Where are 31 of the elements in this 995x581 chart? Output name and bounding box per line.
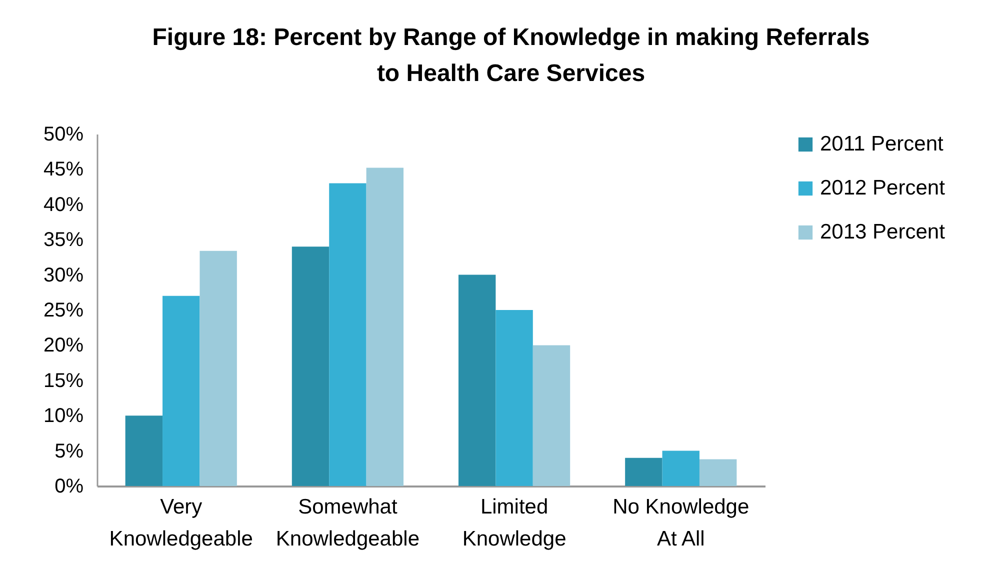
y-tick-label: 50%	[43, 124, 84, 146]
legend-label: 2012 Percent	[820, 176, 946, 200]
y-tick-label: 40%	[43, 194, 84, 216]
legend-label: 2013 Percent	[820, 220, 946, 244]
bar	[625, 458, 662, 486]
y-tick-label: 10%	[43, 405, 84, 428]
bar	[162, 296, 200, 486]
y-tick-label: 30%	[43, 264, 84, 286]
y-tick-label: 0%	[54, 476, 84, 498]
bar	[292, 246, 330, 486]
bar	[532, 345, 570, 486]
bar	[329, 183, 366, 486]
y-tick-label: 45%	[43, 158, 84, 181]
x-tick-label: Somewhat Knowledgeable	[276, 496, 420, 550]
y-tick-label: 15%	[43, 370, 84, 392]
y-tick-label: 25%	[43, 300, 84, 322]
bar	[366, 168, 404, 486]
legend-label: 2011 Percent	[820, 132, 944, 156]
bar	[125, 416, 163, 486]
bar	[458, 274, 496, 486]
bar	[662, 450, 700, 486]
y-tick-label: 35%	[43, 229, 84, 252]
x-tick-label: Very Knowledgeable	[109, 496, 253, 550]
y-tick-label: 5%	[54, 440, 84, 462]
bar	[200, 250, 237, 486]
bar	[699, 459, 737, 486]
chart-title: Figure 18: Percent by Range of Knowledge in making Referrals to Health Care Services	[152, 24, 870, 87]
x-tick-label: No Knowledge At All	[612, 496, 750, 550]
y-tick-label: 20%	[43, 334, 84, 357]
bar	[496, 310, 533, 486]
x-tick-label: Limited Knowledge	[462, 496, 566, 550]
